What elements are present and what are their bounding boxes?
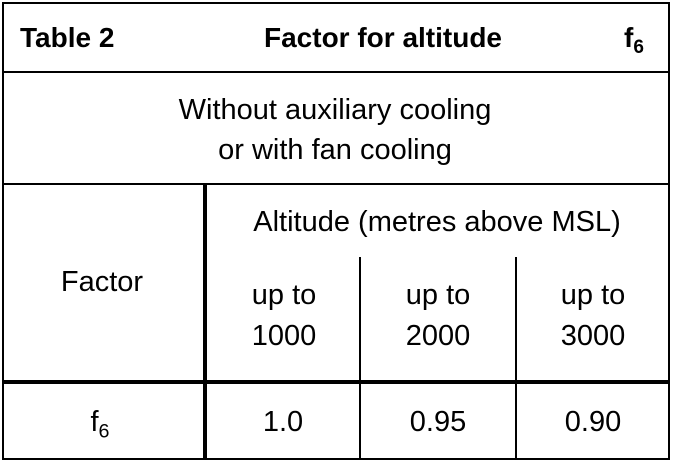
value-3000: 0.90 — [564, 406, 622, 438]
range-2-line-1: up to — [405, 279, 471, 311]
symbol-subscript: 6 — [633, 37, 644, 59]
condition-line-2: or with fan cooling — [218, 134, 452, 166]
factor-column-divider — [203, 184, 207, 460]
range-2-line-2: 2000 — [405, 320, 471, 352]
symbol-base: f — [624, 22, 634, 53]
altitude-header: Altitude (metres above MSL) — [253, 206, 621, 238]
header-divider — [2, 71, 670, 73]
table-title: Factor for altitude — [263, 22, 503, 53]
range-1-line-1: up to — [251, 279, 317, 311]
value-1000: 1.0 — [262, 406, 304, 438]
range-divider-2 — [515, 257, 517, 460]
range-1-line-2: 1000 — [251, 320, 317, 352]
range-divider-1 — [359, 257, 361, 460]
condition-divider — [2, 183, 670, 185]
factor-header: Factor — [60, 266, 144, 298]
condition-line-1: Without auxiliary cooling — [178, 94, 492, 126]
row-label-base: f — [90, 406, 99, 438]
table-symbol: f6 — [624, 22, 644, 58]
table-number: Table 2 — [20, 22, 115, 53]
row-label-subscript: 6 — [98, 420, 110, 443]
row-label: f6 — [90, 406, 109, 442]
body-divider — [2, 380, 670, 384]
range-3-line-2: 3000 — [560, 320, 626, 352]
range-3-line-1: up to — [560, 279, 626, 311]
value-2000: 0.95 — [409, 406, 467, 438]
